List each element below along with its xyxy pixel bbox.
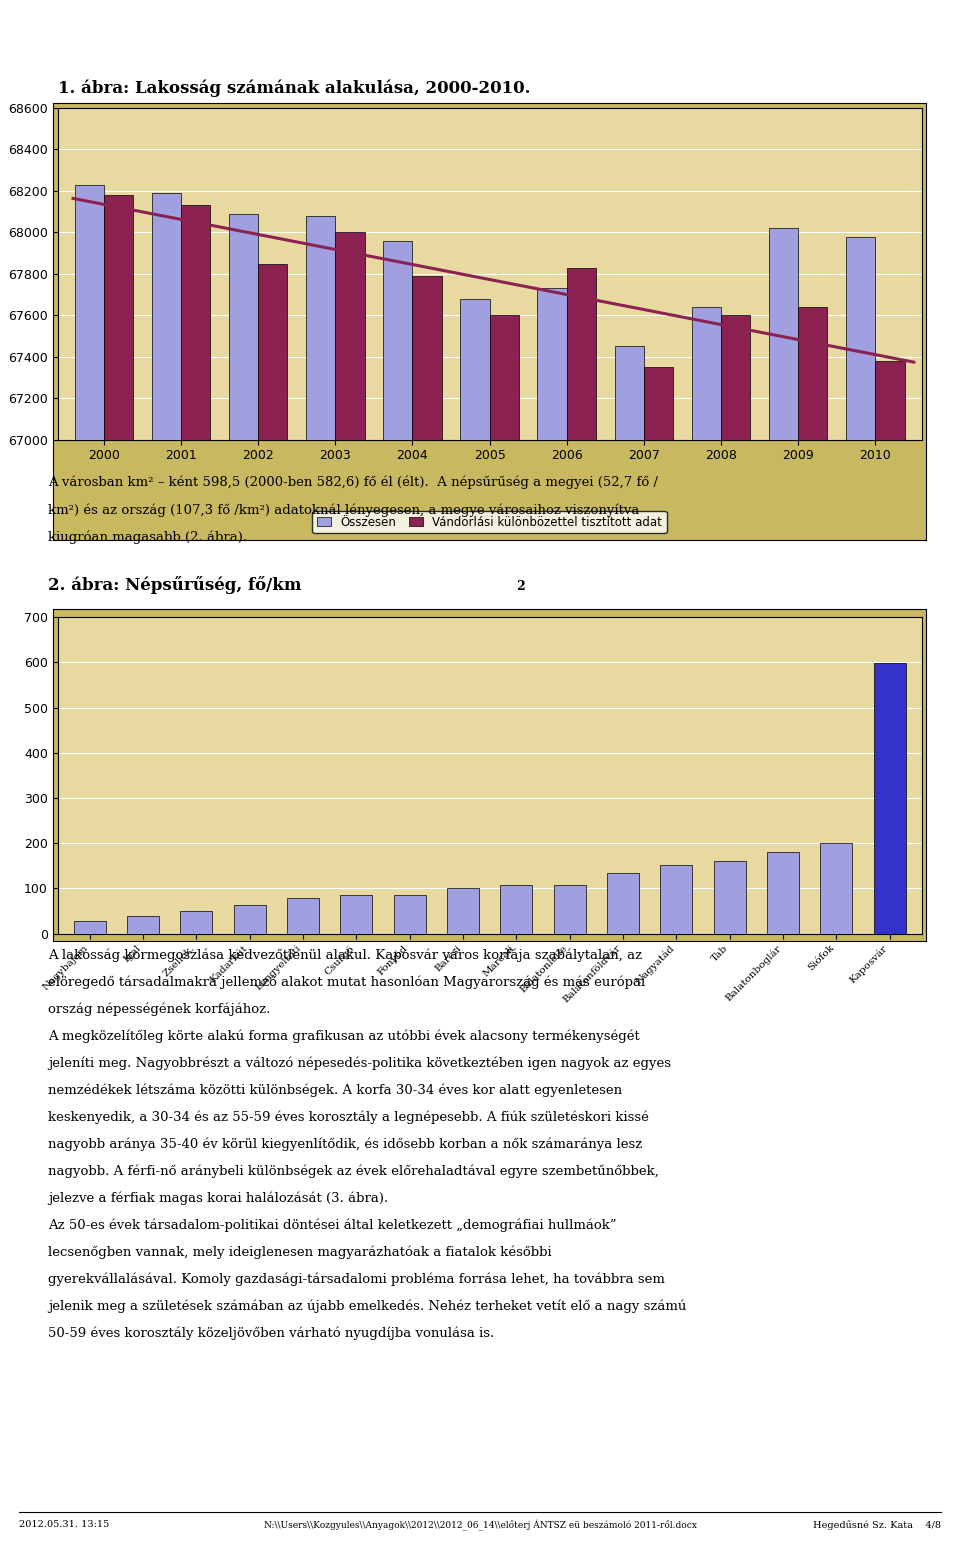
Bar	[566, 267, 596, 1543]
Bar	[306, 216, 335, 1543]
Bar	[180, 910, 212, 934]
Text: jelezve a férfiak magas korai halálozását (3. ábra).: jelezve a férfiak magas korai halálozásá…	[48, 1193, 388, 1205]
Bar	[644, 367, 673, 1543]
Bar	[335, 233, 365, 1543]
Text: kiugróan magasabb (2. ábra).: kiugróan magasabb (2. ábra).	[48, 531, 247, 545]
Text: 2. ábra: Népsűrűség, fő/km: 2. ábra: Népsűrűség, fő/km	[48, 576, 301, 594]
Text: nemzédékek létszáma közötti különbségek. A korfa 30-34 éves kor alatt egyenletes: nemzédékek létszáma közötti különbségek.…	[48, 1085, 622, 1097]
Bar	[258, 264, 287, 1543]
Bar	[233, 906, 266, 934]
Text: elöregedő társadalmakra jellemző alakot mutat hasonlóan Magyarország és más euró: elöregedő társadalmakra jellemző alakot …	[48, 977, 645, 989]
Bar	[614, 347, 644, 1543]
Bar	[152, 193, 181, 1543]
Bar	[287, 898, 319, 934]
Bar	[874, 663, 905, 934]
Bar	[228, 214, 258, 1543]
Bar	[554, 884, 586, 934]
Text: Hegedűsné Sz. Kata    4/8: Hegedűsné Sz. Kata 4/8	[813, 1520, 941, 1529]
Text: ország népességének korfájához.: ország népességének korfájához.	[48, 1003, 271, 1017]
Bar	[721, 315, 751, 1543]
Bar	[692, 307, 721, 1543]
Bar	[876, 361, 904, 1543]
Text: A megközelítőleg körte alakú forma grafikusan az utóbbi évek alacsony termékenys: A megközelítőleg körte alakú forma grafi…	[48, 1031, 639, 1043]
Text: nagyobb. A férfi-nő aránybeli különbségek az évek előrehaladtával egyre szembetű: nagyobb. A férfi-nő aránybeli különbsége…	[48, 1165, 659, 1179]
Text: gyerekvállalásával. Komoly gazdasági-társadalomi probléma forrása lehet, ha tová: gyerekvállalásával. Komoly gazdasági-tár…	[48, 1273, 665, 1287]
Bar	[820, 842, 852, 934]
Text: A lakosság kormegoszlása kedvezőtlenül alakul. Kaposvár város korfája szabálytal: A lakosság kormegoszlása kedvezőtlenül a…	[48, 949, 642, 963]
Text: lecsenőgben vannak, mely ideiglenesen magyarázhatóak a fiatalok későbbi: lecsenőgben vannak, mely ideiglenesen ma…	[48, 1247, 552, 1259]
Text: jelenik meg a születések számában az újabb emelkedés. Nehéz terheket vetít elő a: jelenik meg a születések számában az úja…	[48, 1301, 686, 1313]
Bar	[769, 228, 798, 1543]
Text: km²) és az ország (107,3 fő /km²) adatoknál lényegesen, a megye városaihoz viszo: km²) és az ország (107,3 fő /km²) adatok…	[48, 503, 639, 517]
Bar	[74, 921, 106, 934]
Text: 1. ábra: Lakosság számának alakulása, 2000-2010.: 1. ábra: Lakosság számának alakulása, 20…	[58, 80, 530, 97]
Bar	[447, 889, 479, 934]
Bar	[798, 307, 828, 1543]
Bar	[383, 241, 413, 1543]
Bar	[413, 276, 442, 1543]
Bar	[538, 289, 566, 1543]
Text: 2012.05.31. 13:15: 2012.05.31. 13:15	[19, 1520, 109, 1529]
Bar	[607, 873, 639, 934]
Text: N:\\Users\\Kozgyules\\Anyagok\\2012\\2012_06_14\\előterj ÁNTSZ eü beszámoló 2011: N:\\Users\\Kozgyules\\Anyagok\\2012\\201…	[263, 1520, 697, 1531]
Bar	[104, 194, 133, 1543]
Text: 2: 2	[516, 580, 525, 593]
Text: jeleníti meg. Nagyobbrészt a változó népesedés-politika következtében igen nagyo: jeleníti meg. Nagyobbrészt a változó nép…	[48, 1057, 671, 1071]
Bar	[340, 895, 372, 934]
Bar	[490, 315, 519, 1543]
Text: Az 50-es évek társadalom-politikai döntései által keletkezett „demográfiai hullm: Az 50-es évek társadalom-politikai dönté…	[48, 1219, 616, 1233]
Bar	[127, 917, 159, 934]
Bar	[460, 299, 490, 1543]
Bar	[713, 861, 746, 934]
Bar	[181, 205, 210, 1543]
Bar	[767, 852, 799, 934]
Legend: Összesen, Vándorlási különbözettel tisztított adat: Összesen, Vándorlási különbözettel tiszt…	[313, 511, 666, 534]
Bar	[500, 884, 532, 934]
Text: keskenyedik, a 30-34 és az 55-59 éves korosztály a legnépesebb. A fiúk születésk: keskenyedik, a 30-34 és az 55-59 éves ko…	[48, 1111, 649, 1125]
Text: nagyobb aránya 35-40 év körül kiegyenlítődik, és idősebb korban a nők számaránya: nagyobb aránya 35-40 év körül kiegyenlít…	[48, 1139, 642, 1151]
Bar	[75, 185, 104, 1543]
Text: A városban km² – ként 598,5 (2000-ben 582,6) fő él (élt).  A népsűrűség a megyei: A városban km² – ként 598,5 (2000-ben 58…	[48, 475, 658, 489]
Text: 50-59 éves korosztály közeljövőben várható nyugdíjba vonulása is.: 50-59 éves korosztály közeljövőben várha…	[48, 1327, 494, 1341]
Bar	[846, 236, 876, 1543]
Bar	[660, 864, 692, 934]
Bar	[394, 895, 425, 934]
